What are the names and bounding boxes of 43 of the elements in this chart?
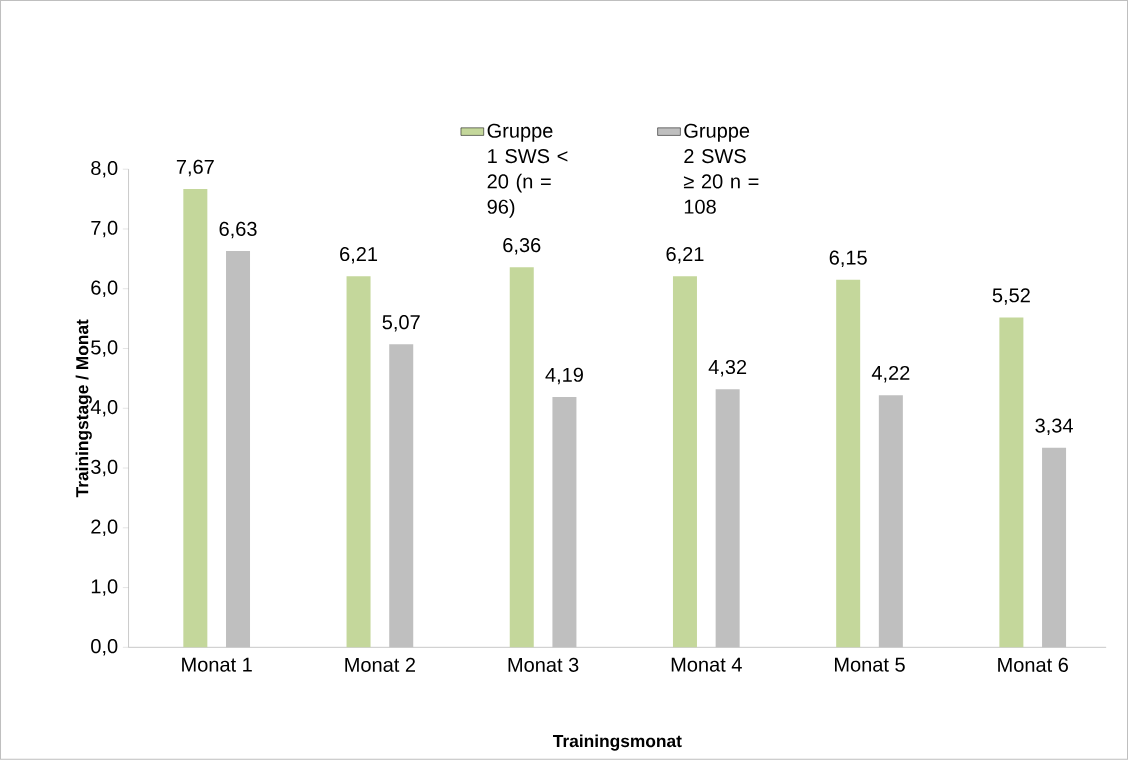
x-tick-label: Monat 1 xyxy=(182,657,252,672)
data-label: 6,15 xyxy=(829,250,867,268)
data-label: 6,63 xyxy=(219,221,257,239)
y-tick-label: 1,0 xyxy=(91,579,118,596)
y-tick-label: 0,0 xyxy=(91,639,118,656)
bar xyxy=(226,251,251,648)
y-tick-label: 5,0 xyxy=(91,340,118,357)
data-label: 5,52 xyxy=(992,288,1030,305)
data-label: 7,67 xyxy=(176,159,214,177)
x-tick-label: Monat 3 xyxy=(508,657,579,672)
bar xyxy=(878,395,903,648)
y-tick-label: 4,0 xyxy=(90,400,118,417)
bar xyxy=(346,276,371,648)
data-label: 6,36 xyxy=(503,238,541,255)
bar xyxy=(183,189,208,648)
data-label: 3,34 xyxy=(1035,418,1073,436)
x-tick-label: Monat 4 xyxy=(671,657,742,672)
x-tick-label: Monat 5 xyxy=(835,657,905,672)
bar xyxy=(509,267,534,648)
y-tick-label: 3,0 xyxy=(91,459,118,477)
x-tick-label: Monat 2 xyxy=(345,657,416,672)
data-label: 5,07 xyxy=(382,315,420,332)
bar xyxy=(1042,447,1067,648)
legend-label: Gruppe 2 SWS ≥ 20 n = 108 xyxy=(683,123,759,214)
y-tick-label: 7,0 xyxy=(91,220,118,238)
legend-label: Gruppe 1 SWS < 20 (n = 96) xyxy=(487,123,568,218)
bar xyxy=(672,276,697,648)
data-label: 6,21 xyxy=(666,247,704,264)
data-label: 4,19 xyxy=(545,367,583,385)
bar xyxy=(836,279,861,648)
bar xyxy=(715,389,740,648)
data-label: 6,21 xyxy=(340,247,378,264)
bar xyxy=(999,317,1024,648)
y-tick-label: 6,0 xyxy=(91,280,118,298)
data-label: 4,32 xyxy=(708,359,747,377)
bar xyxy=(389,344,414,648)
y-axis-title: Trainingstage / Monat xyxy=(75,319,92,498)
x-tick-label: Monat 6 xyxy=(998,657,1068,672)
data-label: 4,22 xyxy=(871,365,910,383)
x-axis-title: Trainingsmonat xyxy=(553,734,682,751)
y-tick-label: 2,0 xyxy=(91,519,118,537)
bar xyxy=(552,396,577,648)
y-tick-label: 8,0 xyxy=(91,161,118,178)
